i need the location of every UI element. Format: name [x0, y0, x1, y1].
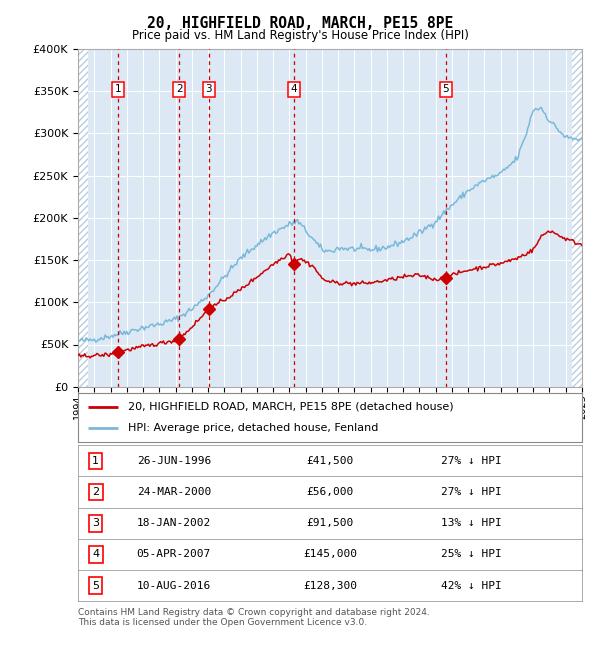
Text: £56,000: £56,000 [307, 487, 353, 497]
Text: HPI: Average price, detached house, Fenland: HPI: Average price, detached house, Fenl… [128, 423, 379, 434]
Text: 2: 2 [176, 84, 182, 94]
Text: 10-AUG-2016: 10-AUG-2016 [137, 580, 211, 591]
Text: 4: 4 [92, 549, 99, 560]
Text: 27% ↓ HPI: 27% ↓ HPI [441, 487, 502, 497]
Text: 24-MAR-2000: 24-MAR-2000 [137, 487, 211, 497]
Text: 26-JUN-1996: 26-JUN-1996 [137, 456, 211, 466]
Text: 1: 1 [115, 84, 122, 94]
Text: 25% ↓ HPI: 25% ↓ HPI [441, 549, 502, 560]
Text: 5: 5 [92, 580, 99, 591]
Text: 3: 3 [92, 518, 99, 528]
Text: 20, HIGHFIELD ROAD, MARCH, PE15 8PE: 20, HIGHFIELD ROAD, MARCH, PE15 8PE [147, 16, 453, 31]
Text: 1: 1 [92, 456, 99, 466]
Bar [78, 49, 88, 387]
Text: Contains HM Land Registry data © Crown copyright and database right 2024.
This d: Contains HM Land Registry data © Crown c… [78, 608, 430, 627]
Text: 18-JAN-2002: 18-JAN-2002 [137, 518, 211, 528]
Text: 27% ↓ HPI: 27% ↓ HPI [441, 456, 502, 466]
Text: 3: 3 [206, 84, 212, 94]
Text: 05-APR-2007: 05-APR-2007 [137, 549, 211, 560]
Text: £41,500: £41,500 [307, 456, 353, 466]
Text: 13% ↓ HPI: 13% ↓ HPI [441, 518, 502, 528]
Text: 2: 2 [92, 487, 99, 497]
Text: Price paid vs. HM Land Registry's House Price Index (HPI): Price paid vs. HM Land Registry's House … [131, 29, 469, 42]
Text: 42% ↓ HPI: 42% ↓ HPI [441, 580, 502, 591]
Text: 20, HIGHFIELD ROAD, MARCH, PE15 8PE (detached house): 20, HIGHFIELD ROAD, MARCH, PE15 8PE (det… [128, 402, 454, 412]
Text: 5: 5 [442, 84, 449, 94]
Text: £91,500: £91,500 [307, 518, 353, 528]
Text: 4: 4 [290, 84, 297, 94]
Bar [572, 49, 582, 387]
Text: £145,000: £145,000 [303, 549, 357, 560]
Text: £128,300: £128,300 [303, 580, 357, 591]
